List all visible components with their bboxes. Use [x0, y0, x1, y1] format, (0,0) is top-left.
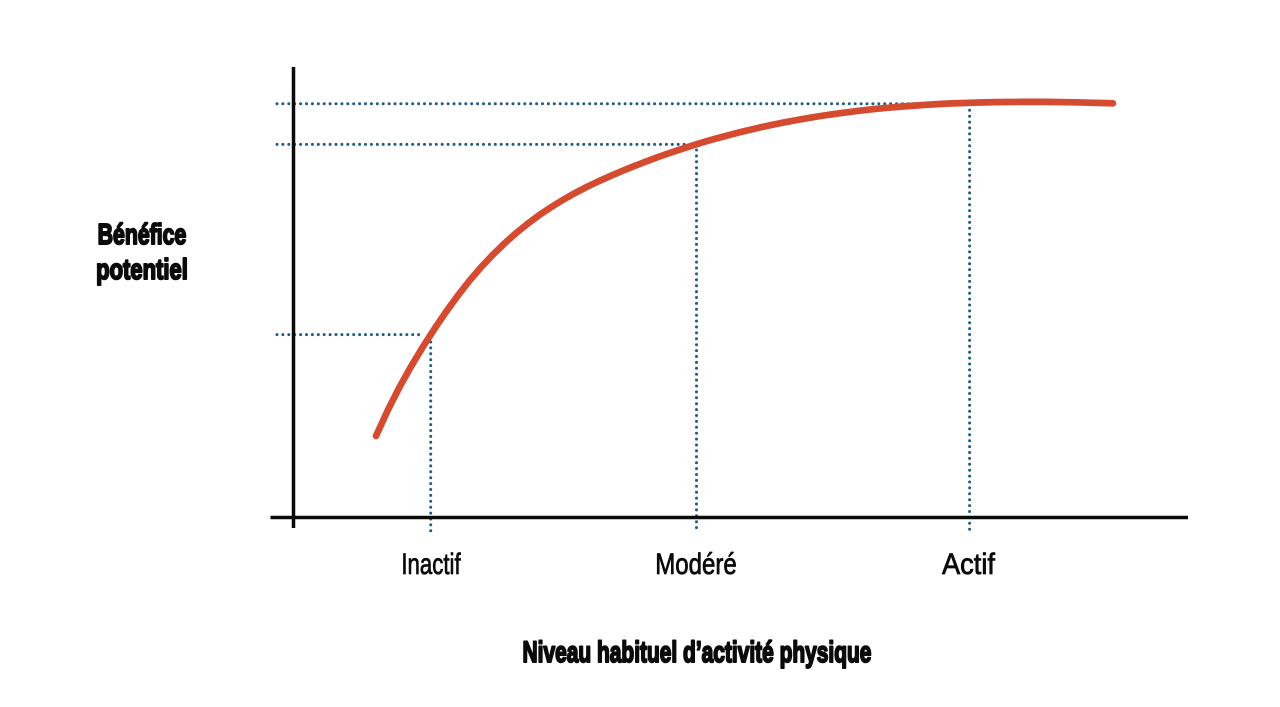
svg-text:Bénéfice: Bénéfice — [98, 219, 187, 251]
svg-text:Inactif: Inactif — [401, 548, 461, 581]
svg-text:Modéré: Modéré — [655, 548, 737, 581]
svg-text:potentiel: potentiel — [96, 254, 188, 286]
svg-text:Niveau habituel d’activité phy: Niveau habituel d’activité physique — [523, 636, 872, 669]
svg-text:Actif: Actif — [942, 548, 996, 581]
